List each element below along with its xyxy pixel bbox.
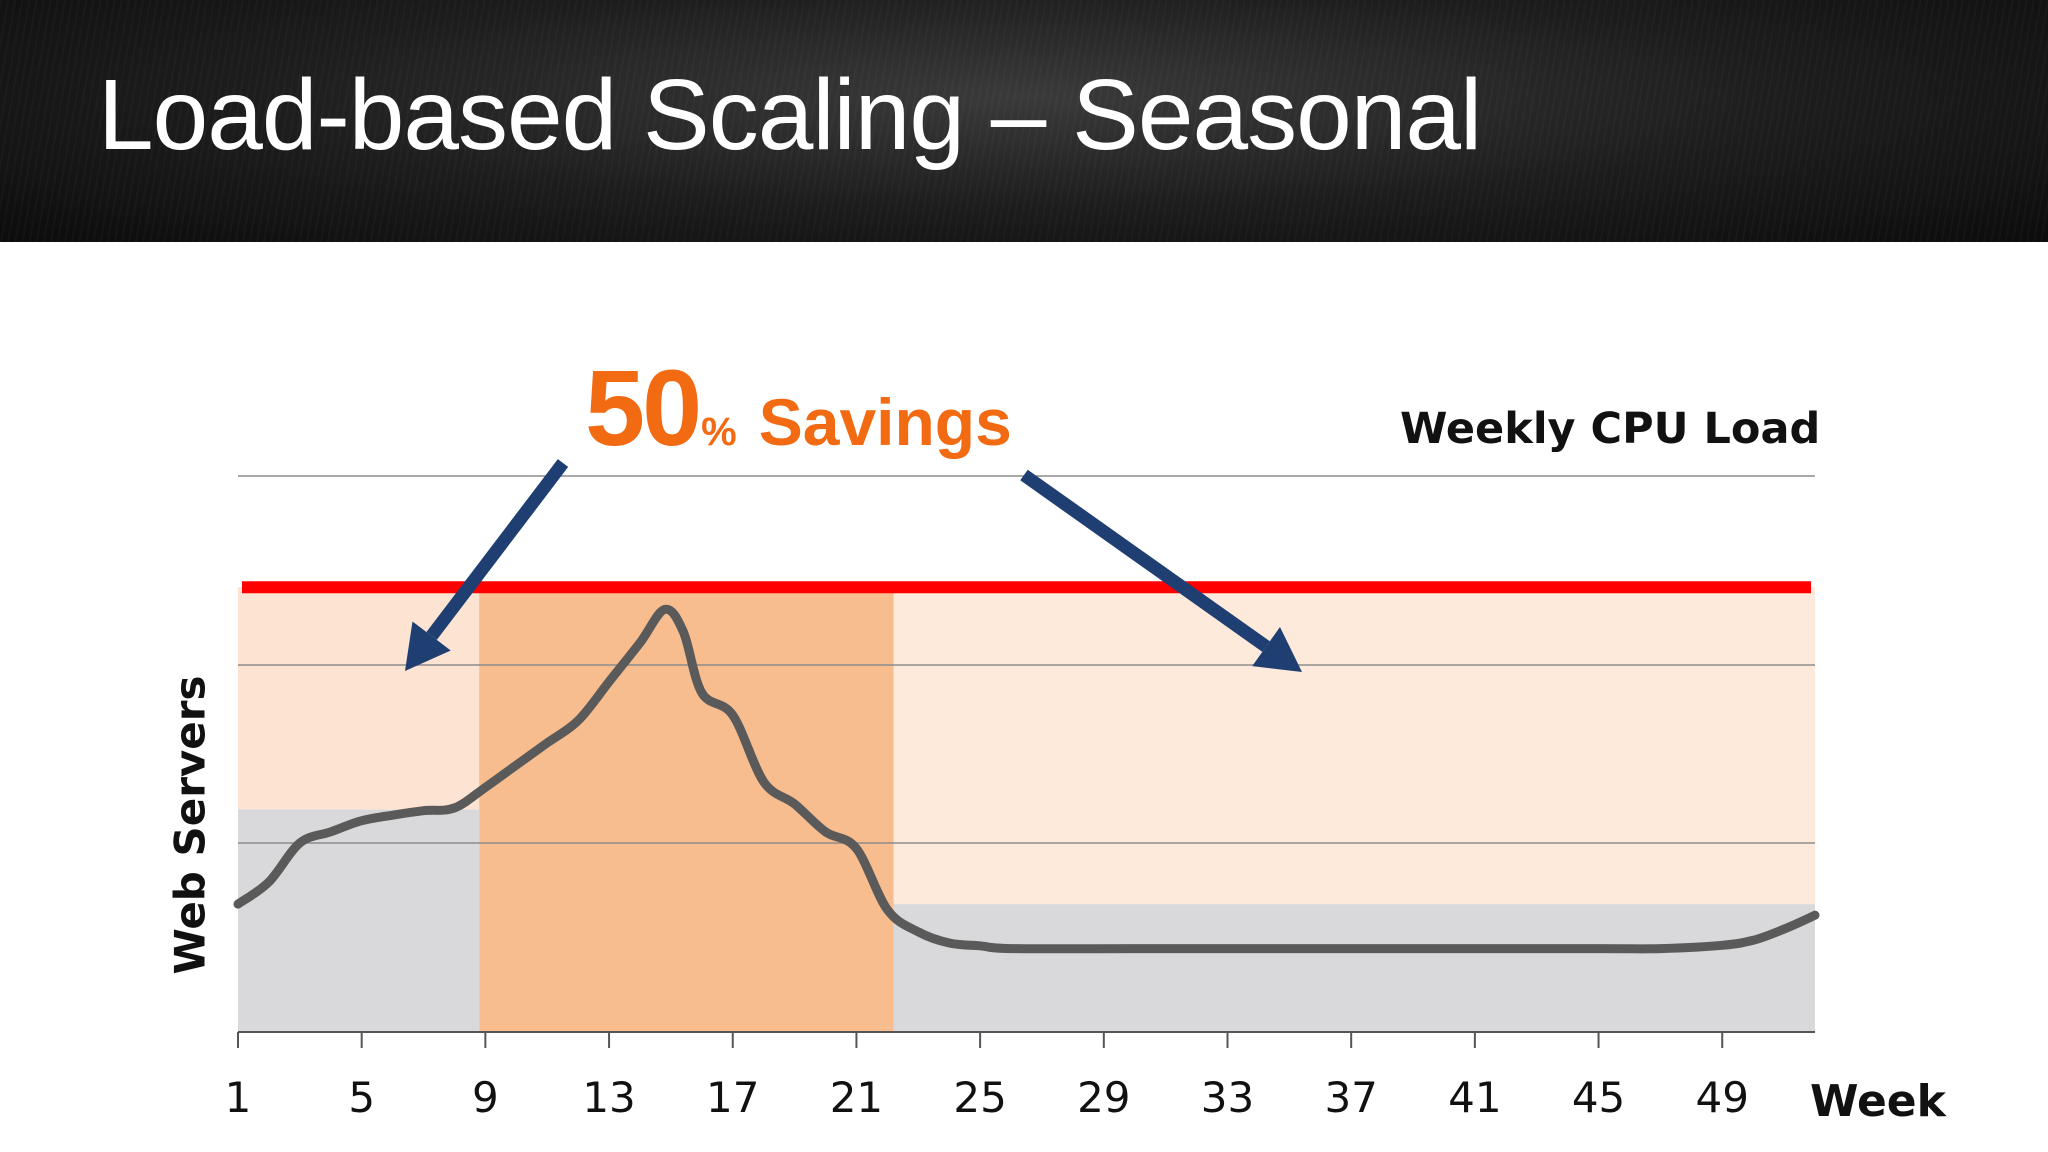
slide-title: Load-based Scaling – Seasonal	[98, 59, 1482, 171]
savings-arrows	[405, 459, 1302, 672]
arrow-to-late-savings-head	[1252, 626, 1302, 672]
x-tick-label: 9	[472, 1073, 499, 1122]
x-tick-label: 5	[348, 1073, 375, 1122]
arrow-to-early-savings-head	[405, 621, 451, 671]
x-tick-label: 21	[830, 1073, 883, 1122]
x-tick-label: 17	[706, 1073, 759, 1122]
x-tick-label: 1	[225, 1073, 252, 1122]
arrow-to-early-savings-shaft	[426, 459, 569, 640]
savings-percent: 50	[585, 347, 702, 468]
x-tick-label: 49	[1696, 1073, 1749, 1122]
scaled-capacity-late	[893, 904, 1815, 1032]
arrow-to-late-savings-shaft	[1020, 469, 1270, 652]
x-tick-label: 37	[1324, 1073, 1377, 1122]
savings-callout: 50% Savings	[585, 345, 1012, 470]
y-axis-label: Web Servers	[165, 675, 215, 975]
savings-label: Savings	[758, 385, 1012, 459]
x-tick-label: 45	[1572, 1073, 1625, 1122]
scaled-capacity-early	[238, 809, 480, 1032]
capacity-bands	[238, 587, 1815, 1032]
x-tick-label: 29	[1077, 1073, 1130, 1122]
x-tick-label: 25	[953, 1073, 1006, 1122]
x-tick-label: 13	[582, 1073, 635, 1122]
x-axis-label: Week	[1810, 1076, 1946, 1127]
arrow-to-late-savings	[1020, 469, 1302, 672]
chart-title: Weekly CPU Load	[1400, 404, 1821, 454]
x-tick-label: 33	[1201, 1073, 1254, 1122]
peak-season-band	[479, 587, 894, 1032]
title-banner: Load-based Scaling – Seasonal	[0, 0, 2048, 242]
savings-percent-sign: %	[701, 410, 737, 454]
weekly-cpu-load-line	[233, 604, 1820, 954]
load-layer	[233, 604, 1820, 954]
x-axis: 1 5 9 13 17 21 25 29 33 37 41 45 49	[225, 1031, 1815, 1122]
arrow-to-early-savings	[405, 459, 569, 671]
headroom-band-late	[893, 587, 1815, 905]
x-tick-label: 41	[1448, 1073, 1501, 1122]
